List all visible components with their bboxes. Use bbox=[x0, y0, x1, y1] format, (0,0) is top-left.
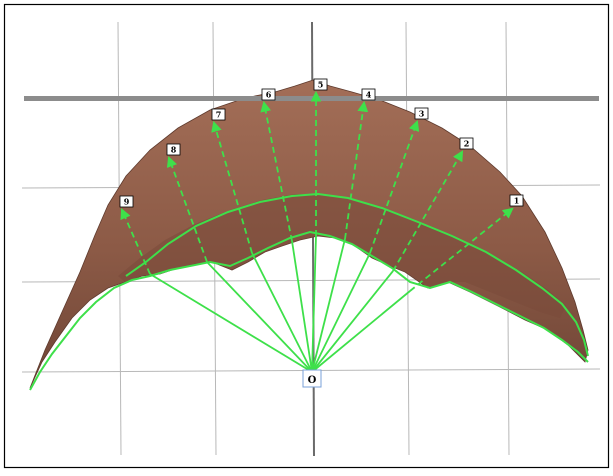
ray-4-label: 4 bbox=[366, 90, 372, 100]
reference-bar bbox=[24, 96, 599, 101]
ray-2-solid bbox=[311, 270, 394, 373]
origin-box bbox=[302, 369, 322, 388]
ray-6-dashed bbox=[260, 100, 293, 242]
arch-inner-shade bbox=[118, 194, 566, 318]
ray-7-solid bbox=[251, 252, 313, 373]
ray-7-label-box bbox=[211, 108, 226, 121]
ray-8-label: 8 bbox=[171, 145, 177, 155]
ray-8-dashed bbox=[166, 155, 208, 263]
ray-6-label: 6 bbox=[266, 90, 272, 100]
ray-2-label-box bbox=[459, 137, 474, 150]
ray-9-solid bbox=[149, 273, 313, 373]
ray-4-solid bbox=[311, 238, 346, 373]
ray-9-label-box bbox=[119, 195, 134, 208]
ray-3-label: 3 bbox=[419, 109, 425, 119]
ray-5-label-box bbox=[313, 78, 328, 91]
ray-5-label: 5 bbox=[318, 80, 324, 90]
ray-group: 1 2 3 4 5 6 7 8 9 bbox=[119, 78, 524, 373]
ray-4-dashed bbox=[344, 100, 369, 240]
ray-1-dashed bbox=[409, 207, 514, 292]
ray-3-label-box bbox=[414, 107, 429, 120]
ray-8-solid bbox=[206, 261, 313, 373]
ray-6-solid bbox=[291, 240, 313, 373]
ray-2-dashed bbox=[392, 150, 464, 272]
ray-7-label: 7 bbox=[216, 110, 222, 120]
ray-4-label-box bbox=[361, 88, 376, 101]
ray-9-label: 9 bbox=[124, 197, 130, 207]
ray-5-solid bbox=[311, 235, 317, 373]
ray-1-solid bbox=[311, 290, 411, 373]
inner-contour-trace bbox=[125, 192, 589, 357]
ray-1-label-box bbox=[509, 194, 524, 207]
ray-3-dashed bbox=[369, 119, 420, 254]
ray-8-label-box bbox=[166, 143, 181, 156]
origin-label: O bbox=[308, 375, 317, 386]
ray-6-label-box bbox=[261, 88, 276, 101]
ray-9-dashed bbox=[120, 208, 151, 275]
ray-7-dashed bbox=[211, 120, 253, 254]
outer-contour-trace bbox=[29, 230, 589, 391]
ray-3-solid bbox=[311, 252, 371, 373]
ray-2-label: 2 bbox=[464, 139, 470, 149]
ray-1-label: 1 bbox=[514, 196, 520, 206]
